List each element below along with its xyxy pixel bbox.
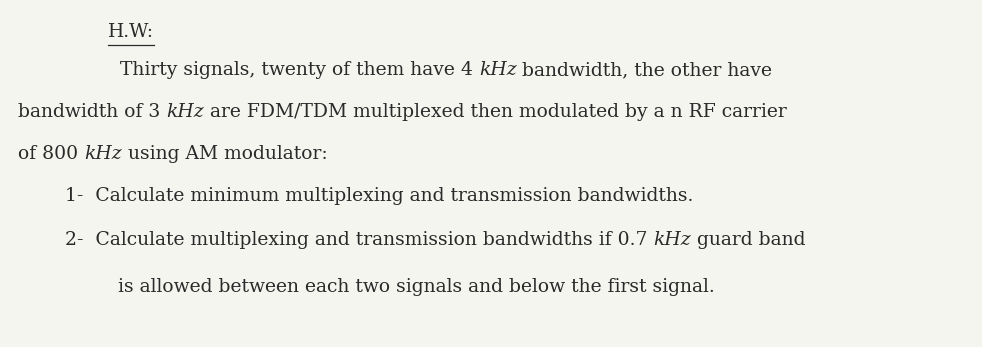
Text: bandwidth, the other have: bandwidth, the other have [517, 61, 773, 79]
Text: Thirty signals, twenty of them have 4: Thirty signals, twenty of them have 4 [120, 61, 479, 79]
Text: are FDM/TDM multiplexed then modulated by a n RF carrier: are FDM/TDM multiplexed then modulated b… [204, 103, 787, 121]
Text: kHz: kHz [84, 145, 122, 163]
Text: kHz: kHz [166, 103, 204, 121]
Text: guard band: guard band [691, 231, 805, 249]
Text: H.W:: H.W: [108, 23, 154, 41]
Text: of 800: of 800 [18, 145, 84, 163]
Text: using AM modulator:: using AM modulator: [122, 145, 327, 163]
Text: bandwidth of 3: bandwidth of 3 [18, 103, 166, 121]
Text: kHz: kHz [479, 61, 517, 79]
Text: 2-  Calculate multiplexing and transmission bandwidths if 0.7: 2- Calculate multiplexing and transmissi… [65, 231, 653, 249]
Text: is allowed between each two signals and below the first signal.: is allowed between each two signals and … [118, 278, 715, 296]
Text: kHz: kHz [653, 231, 691, 249]
Text: 1-  Calculate minimum multiplexing and transmission bandwidths.: 1- Calculate minimum multiplexing and tr… [65, 187, 693, 205]
